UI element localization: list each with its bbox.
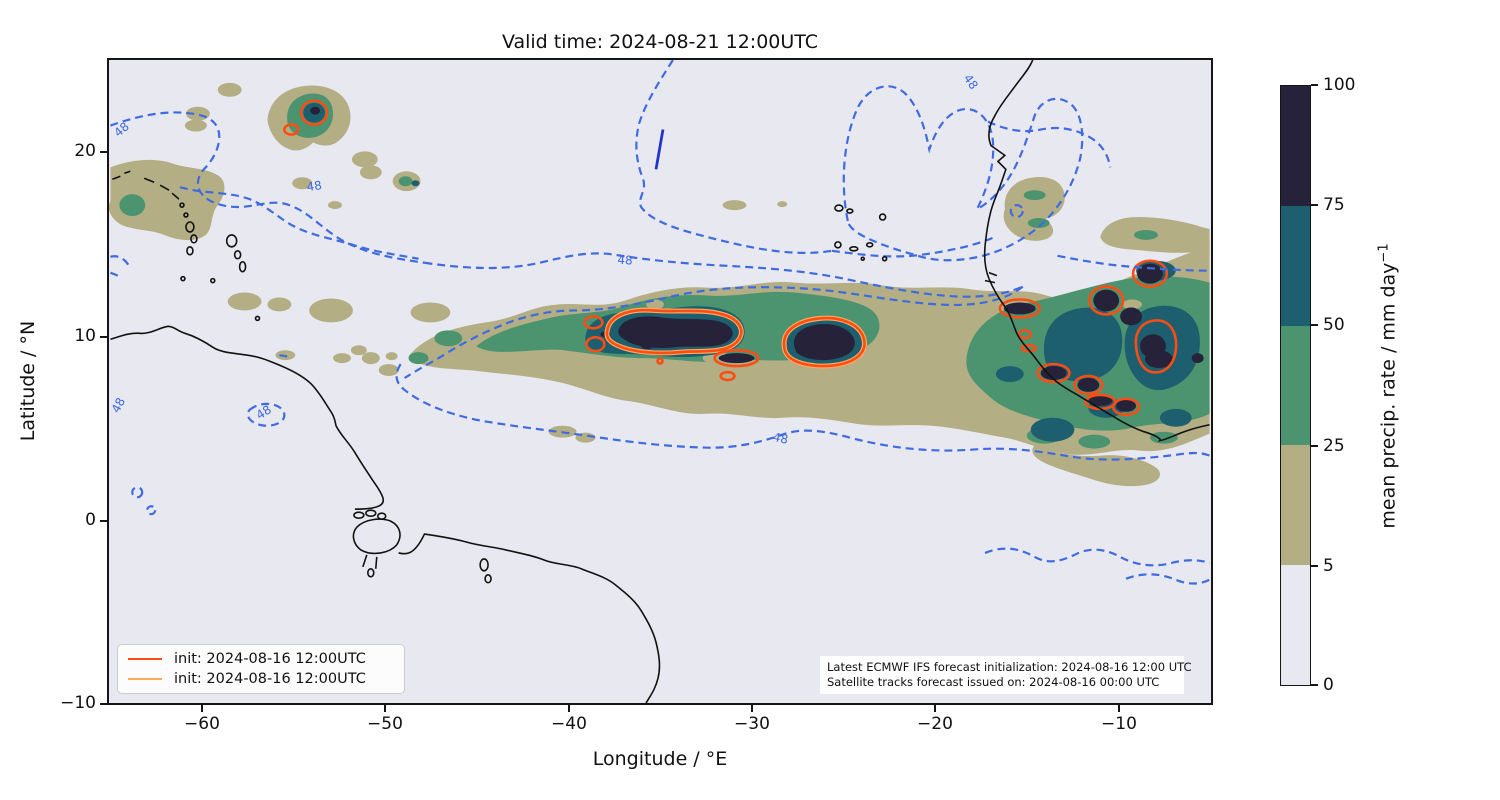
colorbar-segment-5-25 [1281, 445, 1310, 566]
colorbar-tick-label: 5 [1323, 556, 1334, 576]
y-tick [100, 336, 107, 338]
x-tick [201, 705, 203, 712]
delta-islet [353, 511, 365, 519]
coastal-islet [484, 574, 492, 584]
contour-label-48: 48 [109, 395, 128, 415]
antilles-islands [112, 170, 261, 322]
coastlines [110, 60, 1210, 703]
x-tick [1118, 705, 1120, 712]
colorbar-tick [1311, 204, 1318, 206]
precipitation-map: 48 48 48 48 48 48 48 [109, 60, 1211, 703]
colorbar-segment-75-100 [1281, 86, 1310, 206]
y-tick [100, 520, 107, 522]
colorbar-tick [1311, 565, 1318, 567]
dashed-contour-48 [110, 60, 1211, 585]
colorbar-segment-50-75 [1281, 205, 1310, 326]
delta-islet [376, 512, 387, 520]
colorbar-tick-label: 50 [1323, 315, 1345, 335]
contour-label-48: 48 [306, 178, 323, 194]
cape-verde-islands [834, 204, 888, 262]
y-tick-label: 0 [85, 510, 96, 530]
x-tick-label: −20 [917, 714, 953, 734]
delta-islet [367, 568, 375, 578]
delta-islet [365, 509, 377, 517]
colorbar-segment-25-50 [1281, 325, 1310, 446]
legend-item: init: 2024-08-16 12:00UTC [128, 671, 394, 687]
precip-fill-75-100 [310, 106, 1204, 412]
legend: init: 2024-08-16 12:00UTC init: 2024-08-… [117, 644, 405, 694]
y-tick-label: −10 [60, 693, 96, 713]
colorbar-tick-label: 100 [1323, 75, 1356, 95]
colorbar-tick-label: 25 [1323, 436, 1345, 456]
coastal-islet [479, 558, 489, 572]
delta-channel [374, 556, 378, 569]
forecast-info-box: Latest ECMWF IFS forecast initialization… [820, 656, 1192, 694]
colorbar [1280, 85, 1311, 686]
y-tick [100, 703, 107, 705]
colorbar-tick-label: 75 [1323, 195, 1345, 215]
contour-label-48: 48 [111, 119, 132, 139]
coastline-west-africa [983, 60, 1210, 442]
x-tick [384, 705, 386, 712]
map-plot-area: 48 48 48 48 48 48 48 [107, 58, 1213, 705]
contour-label-48: 48 [961, 72, 981, 92]
legend-item-label: init: 2024-08-16 12:00UTC [174, 671, 366, 687]
colorbar-label-exponent: −1 [1376, 243, 1392, 263]
legend-item: init: 2024-08-16 12:00UTC [128, 651, 394, 667]
legend-line-swatch-orangered [128, 658, 162, 660]
colorbar-label-text: mean precip. rate / mm day [1377, 262, 1400, 529]
delta-channel [362, 554, 368, 568]
init-contour-orangered [283, 99, 1178, 417]
y-tick-label: 10 [74, 326, 96, 346]
colorbar-label: mean precip. rate / mm day−1 [1376, 243, 1399, 528]
coastline-brazil [398, 533, 661, 703]
y-tick-label: 20 [74, 141, 96, 161]
colorbar-tick-label: 0 [1323, 675, 1334, 695]
bijagos-islands [984, 271, 998, 284]
plot-title: Valid time: 2024-08-21 12:00UTC [501, 31, 819, 53]
satellite-track-line [654, 129, 665, 170]
legend-line-swatch-light-orange [128, 678, 162, 680]
coastline-amazon-delta [352, 518, 401, 555]
legend-item-label: init: 2024-08-16 12:00UTC [174, 651, 366, 667]
contour-label-48: 48 [772, 430, 790, 447]
coastline-south-america [110, 325, 385, 511]
x-tick [751, 705, 753, 712]
colorbar-tick [1311, 445, 1318, 447]
x-tick-label: −60 [184, 714, 220, 734]
colorbar-tick [1311, 324, 1318, 326]
x-tick-label: −50 [367, 714, 403, 734]
contour-label-48: 48 [254, 402, 274, 422]
y-tick [100, 151, 107, 153]
colorbar-tick [1311, 84, 1318, 86]
colorbar-segment-0-5 [1281, 565, 1310, 685]
contour-label-48: 48 [617, 253, 633, 268]
colorbar-tick [1311, 684, 1318, 686]
x-tick [934, 705, 936, 712]
x-tick-label: −10 [1101, 714, 1137, 734]
forecast-info-line2: Satellite tracks forecast issued on: 202… [827, 675, 1160, 689]
x-tick-label: −30 [734, 714, 770, 734]
precip-fill-50-75 [303, 102, 1200, 442]
x-tick [568, 705, 570, 712]
x-axis-label: Longitude / °E [592, 748, 728, 770]
y-axis-label: Latitude / °N [17, 320, 39, 442]
forecast-info-line1: Latest ECMWF IFS forecast initialization… [827, 660, 1192, 674]
x-tick-label: −40 [551, 714, 587, 734]
